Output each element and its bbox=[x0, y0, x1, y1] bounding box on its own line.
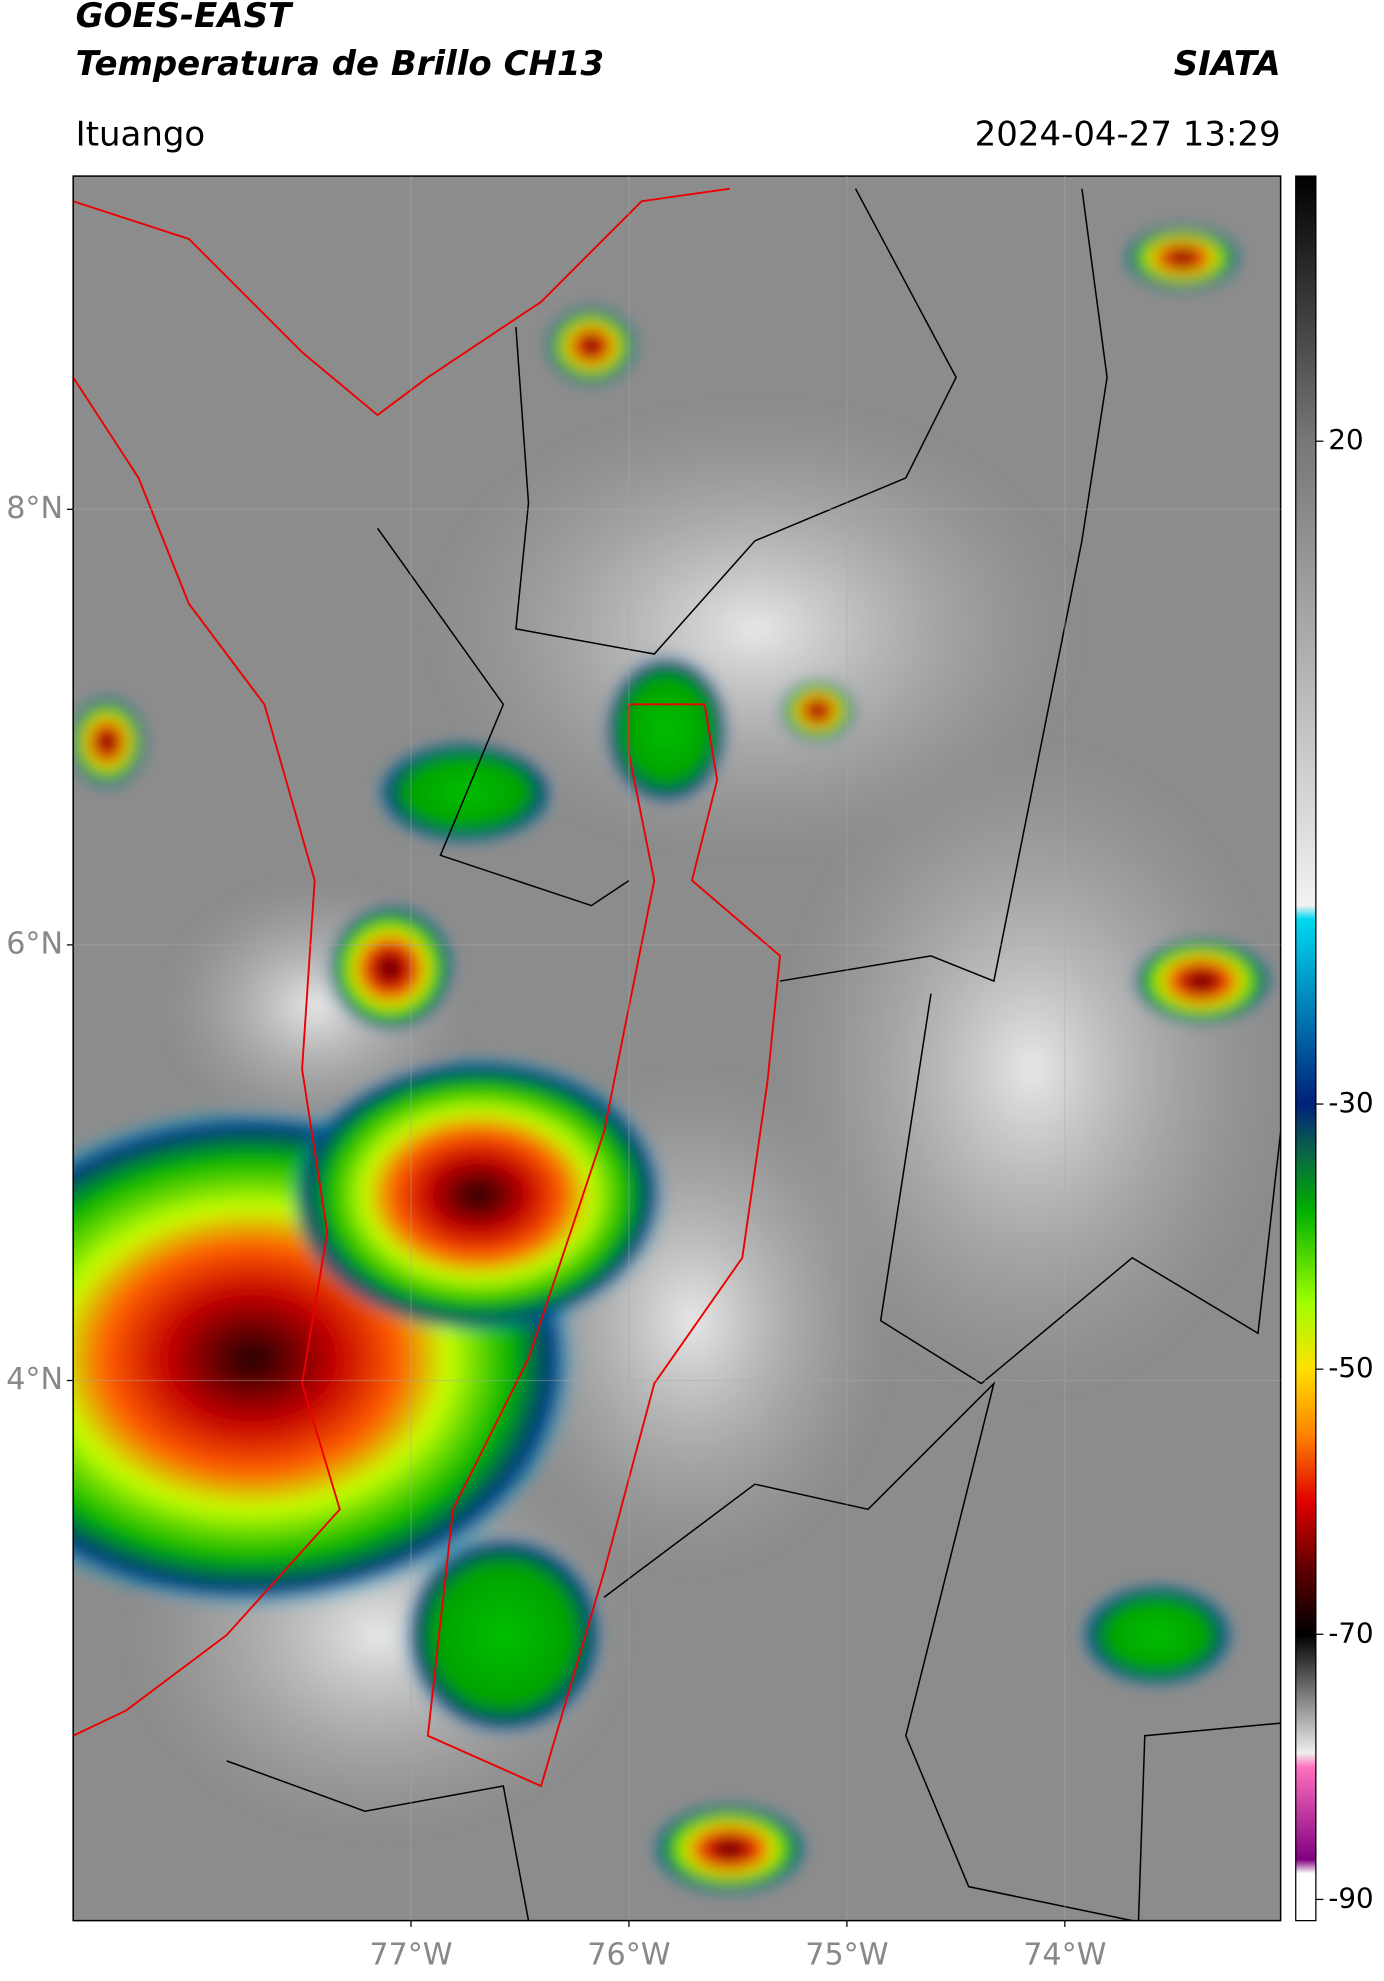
y-tick-label: 6°N bbox=[6, 926, 63, 961]
brand: SIATA bbox=[1174, 44, 1281, 84]
x-tick-label: 76°W bbox=[587, 1937, 670, 1972]
location: Ituango bbox=[76, 114, 206, 154]
x-tick-label: 75°W bbox=[805, 1937, 888, 1972]
colorbar-tick-label: -90 bbox=[1328, 1881, 1373, 1914]
y-tick-label: 8°N bbox=[6, 491, 63, 526]
colorbar-tick-label: -30 bbox=[1328, 1086, 1373, 1119]
x-tick-label: 74°W bbox=[1023, 1937, 1106, 1972]
map-frame bbox=[72, 175, 1282, 1922]
colorbar-tick-label: -50 bbox=[1328, 1351, 1373, 1384]
y-tick-label: 4°N bbox=[6, 1362, 63, 1397]
colorbar-tick-label: -70 bbox=[1328, 1616, 1373, 1649]
datetime: 2024-04-27 13:29 bbox=[975, 114, 1281, 154]
colorbar bbox=[1295, 175, 1317, 1922]
satellite-image bbox=[73, 176, 1281, 1921]
subtitle: Temperatura de Brillo CH13 bbox=[76, 44, 604, 84]
x-tick-label: 77°W bbox=[369, 1937, 452, 1972]
colorbar-tick-label: 20 bbox=[1328, 423, 1363, 456]
title: GOES-EAST bbox=[76, 0, 294, 36]
